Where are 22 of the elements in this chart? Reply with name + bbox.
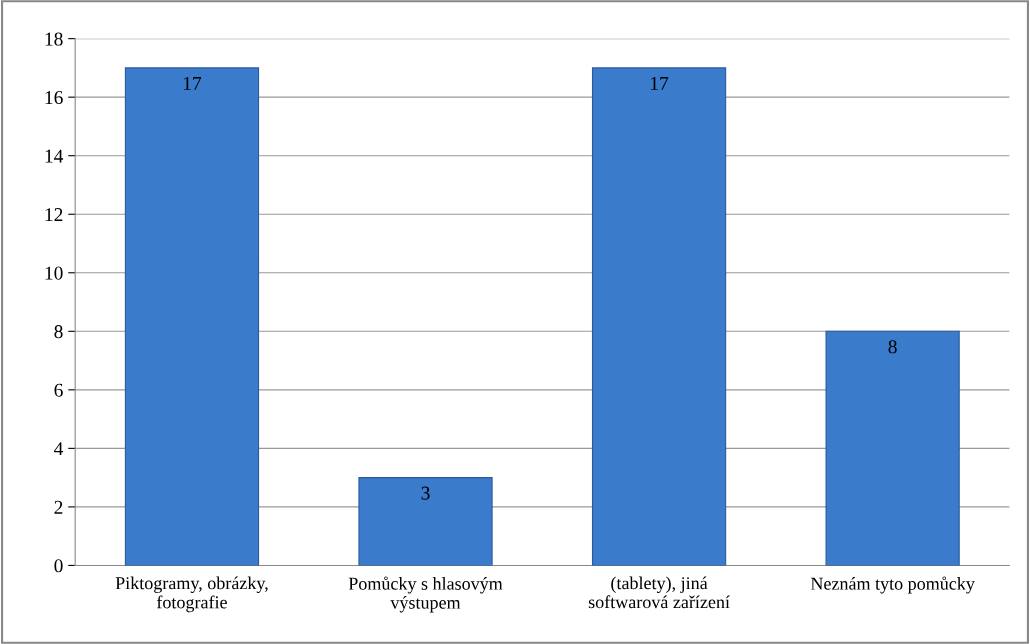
bar — [825, 330, 960, 566]
x-tick-label: Pomůcky s hlasovým výstupem — [348, 576, 503, 613]
y-tick-label: 16 — [45, 91, 63, 105]
y-tick-label: 10 — [45, 266, 63, 280]
y-tick-label: 18 — [45, 32, 63, 46]
data-label: 8 — [888, 340, 897, 354]
y-tick-label: 4 — [54, 442, 64, 456]
data-label: 17 — [651, 76, 669, 90]
y-tick-label: 14 — [45, 149, 64, 163]
y-tick-label: 6 — [54, 383, 63, 397]
x-tick-label: Neznám tyto pomůcky — [810, 576, 975, 594]
data-label: 3 — [421, 486, 430, 500]
x-tick-label: Piktogramy, obrázky, fotografie — [115, 576, 268, 613]
bar — [124, 67, 260, 566]
y-tick-label: 2 — [54, 500, 63, 514]
y-tick-label: 0 — [54, 559, 63, 573]
data-label: 17 — [183, 76, 202, 90]
y-tick-label: 12 — [45, 208, 63, 221]
x-tick-label: (tablety), jiná softwarová zařízení — [588, 576, 730, 609]
bar — [358, 477, 493, 566]
bar — [591, 67, 727, 566]
y-tick-label: 8 — [54, 325, 63, 339]
